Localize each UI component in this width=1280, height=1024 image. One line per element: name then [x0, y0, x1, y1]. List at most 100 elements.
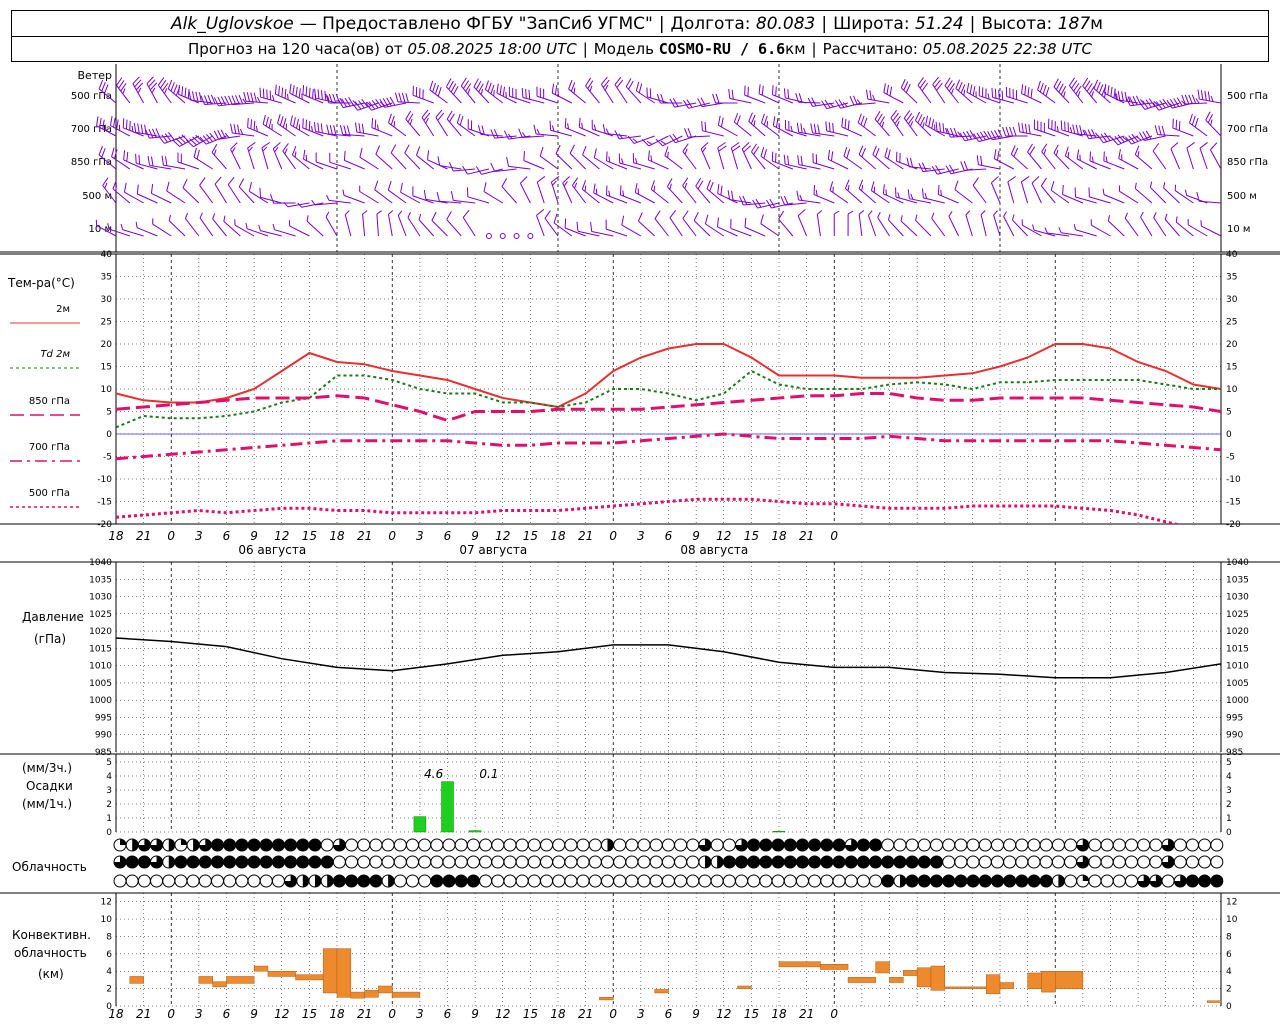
barb-feather — [828, 122, 831, 132]
barb-feather — [701, 121, 703, 131]
barb-feather — [921, 162, 927, 172]
barb-feather — [101, 82, 106, 92]
barb-feather — [846, 149, 851, 159]
wind-barb — [760, 147, 780, 170]
cloud-icon — [491, 874, 505, 888]
cloud-icon — [1100, 838, 1114, 852]
barb-feather — [1058, 227, 1062, 233]
barb-feather — [533, 124, 537, 135]
barb-shaft — [1131, 135, 1153, 145]
barb-feather — [536, 128, 541, 135]
barb-feather — [993, 149, 997, 159]
wind-barb — [1064, 146, 1084, 170]
barb-shaft — [687, 135, 710, 138]
barb-shaft — [1076, 158, 1097, 170]
wind-barb — [1076, 149, 1097, 170]
cloud-circle — [637, 874, 651, 888]
wind-barb — [619, 185, 642, 204]
model-label: Модель — [593, 40, 654, 58]
wind-barb — [813, 185, 835, 204]
wind-barb — [230, 123, 255, 137]
cloud-icon — [1003, 874, 1017, 888]
temp-ylabel: Тем-ра(°С) — [7, 276, 75, 290]
barb-feather — [178, 136, 186, 144]
barb-shaft — [149, 164, 172, 170]
wind-level-label-right: 700 гПа — [1227, 124, 1268, 135]
wind-barb — [258, 224, 282, 237]
barb-feather — [178, 84, 180, 95]
barb-feather — [107, 223, 110, 230]
cloud-circle — [942, 874, 956, 888]
conv-bar — [226, 976, 255, 984]
cloud-icon — [795, 874, 809, 888]
barb-shaft — [446, 118, 462, 137]
temp-ytick-right: -20 — [1226, 520, 1241, 530]
conv-ytick-right: 6 — [1226, 950, 1232, 960]
wind-barb — [614, 76, 628, 104]
pressure-ytick-left: 1025 — [89, 610, 112, 620]
barb-shaft — [650, 188, 669, 204]
barb-feather — [354, 122, 358, 133]
barb-shaft — [606, 228, 628, 237]
barb-feather — [448, 162, 454, 172]
pressure-ytick-right: 985 — [1226, 748, 1243, 758]
barb-shaft — [741, 148, 752, 170]
cloud-icon — [284, 855, 298, 869]
wind-barb — [695, 177, 711, 204]
barb-shaft — [132, 83, 145, 104]
barb-feather — [1113, 88, 1116, 99]
wind-barb — [178, 84, 200, 104]
barb-feather — [1093, 79, 1099, 89]
barb-feather — [238, 178, 245, 188]
date-label: 07 августа — [459, 543, 527, 557]
precip-annotation: 0.1 — [479, 767, 498, 781]
barb-shaft — [877, 217, 890, 237]
barb-feather — [646, 140, 653, 145]
temp-ytick-right: 5 — [1226, 408, 1232, 418]
barb-feather — [897, 192, 900, 199]
cloud-circle — [247, 838, 261, 852]
time-axis-label: 15 — [744, 529, 759, 543]
cloud-circle — [125, 874, 139, 888]
barb-shaft — [473, 86, 490, 104]
wind-barb — [506, 156, 531, 170]
barb-feather — [797, 155, 800, 165]
barb-feather — [1149, 181, 1153, 188]
wind-barb — [717, 184, 738, 204]
barb-feather — [427, 150, 430, 160]
cloud-icon — [479, 855, 493, 869]
cloud-icon — [637, 855, 651, 869]
barb-feather — [1021, 176, 1030, 183]
barb-feather — [900, 79, 906, 89]
wind-barb — [306, 215, 324, 237]
barb-feather — [1045, 86, 1050, 97]
barb-feather — [841, 117, 844, 128]
wind-barb — [568, 80, 586, 104]
wind-barb — [421, 109, 435, 137]
barb-feather — [1163, 182, 1166, 188]
barb-feather — [132, 76, 140, 85]
wind-barb — [990, 176, 1001, 204]
cloud-circle — [1027, 874, 1041, 888]
cloud-icon — [856, 838, 870, 852]
wind-barb — [1104, 83, 1125, 104]
cloud-icon — [1088, 874, 1102, 888]
wind-barb — [581, 180, 600, 204]
barb-shaft — [1037, 89, 1056, 104]
alt-value: 187 — [1057, 13, 1091, 34]
barb-feather — [736, 115, 741, 125]
wind-barb — [508, 86, 531, 104]
cloud-circle — [1027, 838, 1041, 852]
cloud-circle — [808, 874, 822, 888]
cloud-icon — [600, 874, 614, 888]
barb-shaft — [883, 92, 904, 104]
temp-ytick-left: 5 — [106, 408, 112, 418]
wind-barb — [810, 123, 835, 137]
barb-feather — [877, 212, 881, 218]
barb-feather — [604, 84, 609, 91]
barb-feather — [295, 86, 298, 97]
cloud-icon — [454, 838, 468, 852]
temp-ytick-left: -15 — [97, 498, 112, 508]
cloud-circle — [625, 838, 639, 852]
cloud-icon — [223, 855, 237, 869]
